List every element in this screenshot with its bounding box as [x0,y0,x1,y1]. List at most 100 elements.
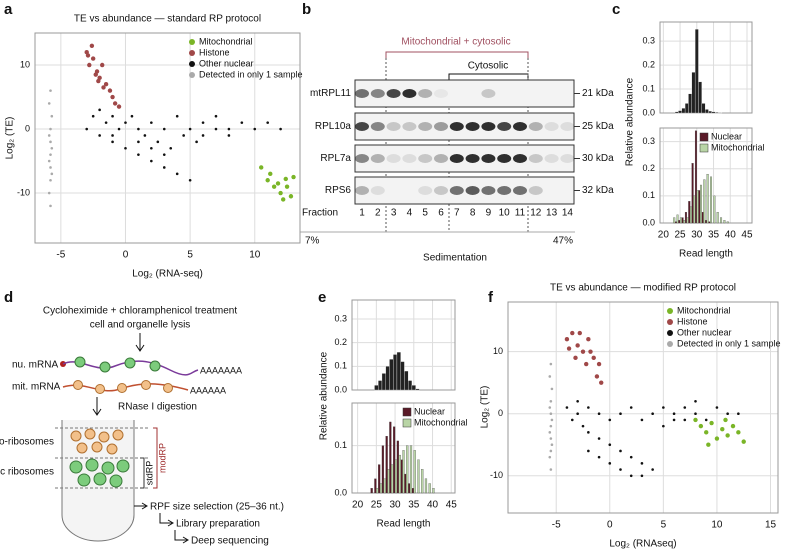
point [49,153,52,156]
point [651,412,654,416]
size-label: 30 kDa [582,153,614,164]
fraction-number: 12 [530,208,542,219]
y-tick-label: 0.3 [642,36,655,46]
y-axis-label: Log₂ (TE) [480,386,491,429]
band [513,89,527,98]
point [693,417,698,423]
blot-frame [354,112,575,141]
point [93,72,98,77]
band [370,154,385,163]
bar [432,488,435,494]
y-tick-label: 0.2 [334,337,347,347]
x-tick-label: 35 [708,230,720,241]
y-axis-label: Relative abundance [625,77,636,166]
point [591,355,596,361]
y-tick-label: 0.1 [642,190,655,200]
y-tick-label: 0 [498,408,503,418]
plot-frame [507,301,779,514]
point [573,355,578,361]
point [85,127,89,131]
y-tick-label: 0.3 [642,136,655,146]
bar [686,217,689,224]
point [550,387,554,391]
row-label: RPS6 [325,185,352,196]
point [279,127,282,131]
x-tick-label: -5 [56,250,65,261]
legend-swatch [699,143,709,153]
point [597,412,601,416]
mrna-label: nu. mRNA [12,360,58,371]
legend-label: Histone [199,47,230,57]
point [162,127,166,131]
band [465,122,480,131]
point [253,127,257,131]
bar [389,359,394,391]
band [418,89,433,98]
bar [378,380,383,391]
point [47,102,51,105]
point [597,437,601,440]
bar [716,211,719,224]
y-tick-label: 0.1 [334,361,347,371]
step-text: cell and organelle lysis [90,320,191,331]
point [619,468,622,471]
y-tick-label: 0.2 [642,163,655,173]
point [124,121,127,124]
band [418,154,433,163]
point [89,43,95,49]
point [597,455,601,459]
bar [699,184,702,224]
point [698,423,704,429]
polya: AAAAAAA [200,365,242,375]
band [387,186,401,195]
chart-title: TE vs abundance — standard RP protocol [74,14,261,25]
bar [673,217,676,224]
point [96,78,101,84]
bar [404,370,409,391]
bar [698,190,701,224]
band [560,154,575,163]
bar [383,478,386,494]
point [608,443,612,447]
band [355,89,369,98]
bar [394,459,398,494]
fraction-number: 4 [407,208,413,219]
bar [376,488,379,494]
band [386,89,401,98]
point [704,418,708,422]
point [227,127,231,131]
point [111,140,114,144]
point [565,406,569,409]
bar [705,109,709,114]
bar [415,388,420,391]
bar [406,445,409,494]
point [201,121,205,124]
x-tick-label: 30 [390,500,402,511]
band [402,154,417,163]
bar [688,201,691,224]
legend-label: Mitochondrial [711,142,765,152]
x-tick-label: 45 [446,500,458,511]
panel-label: b [302,1,311,18]
legend-label: Mitochondrial [414,417,468,427]
point [723,417,728,423]
point [201,134,205,137]
bar [715,112,719,114]
point [548,406,552,409]
band [481,186,496,195]
y-tick-label: 0.0 [642,107,655,117]
point [550,418,554,422]
y-axis-label: Relative abundance [319,351,330,440]
bar [396,351,401,391]
point [111,114,114,118]
band [481,122,496,131]
point [214,127,218,131]
point [50,146,54,150]
arrow [159,513,174,527]
point [98,108,101,112]
bar [693,195,696,224]
band [449,122,464,131]
point [268,171,273,177]
point [137,127,140,131]
bar [720,217,723,224]
